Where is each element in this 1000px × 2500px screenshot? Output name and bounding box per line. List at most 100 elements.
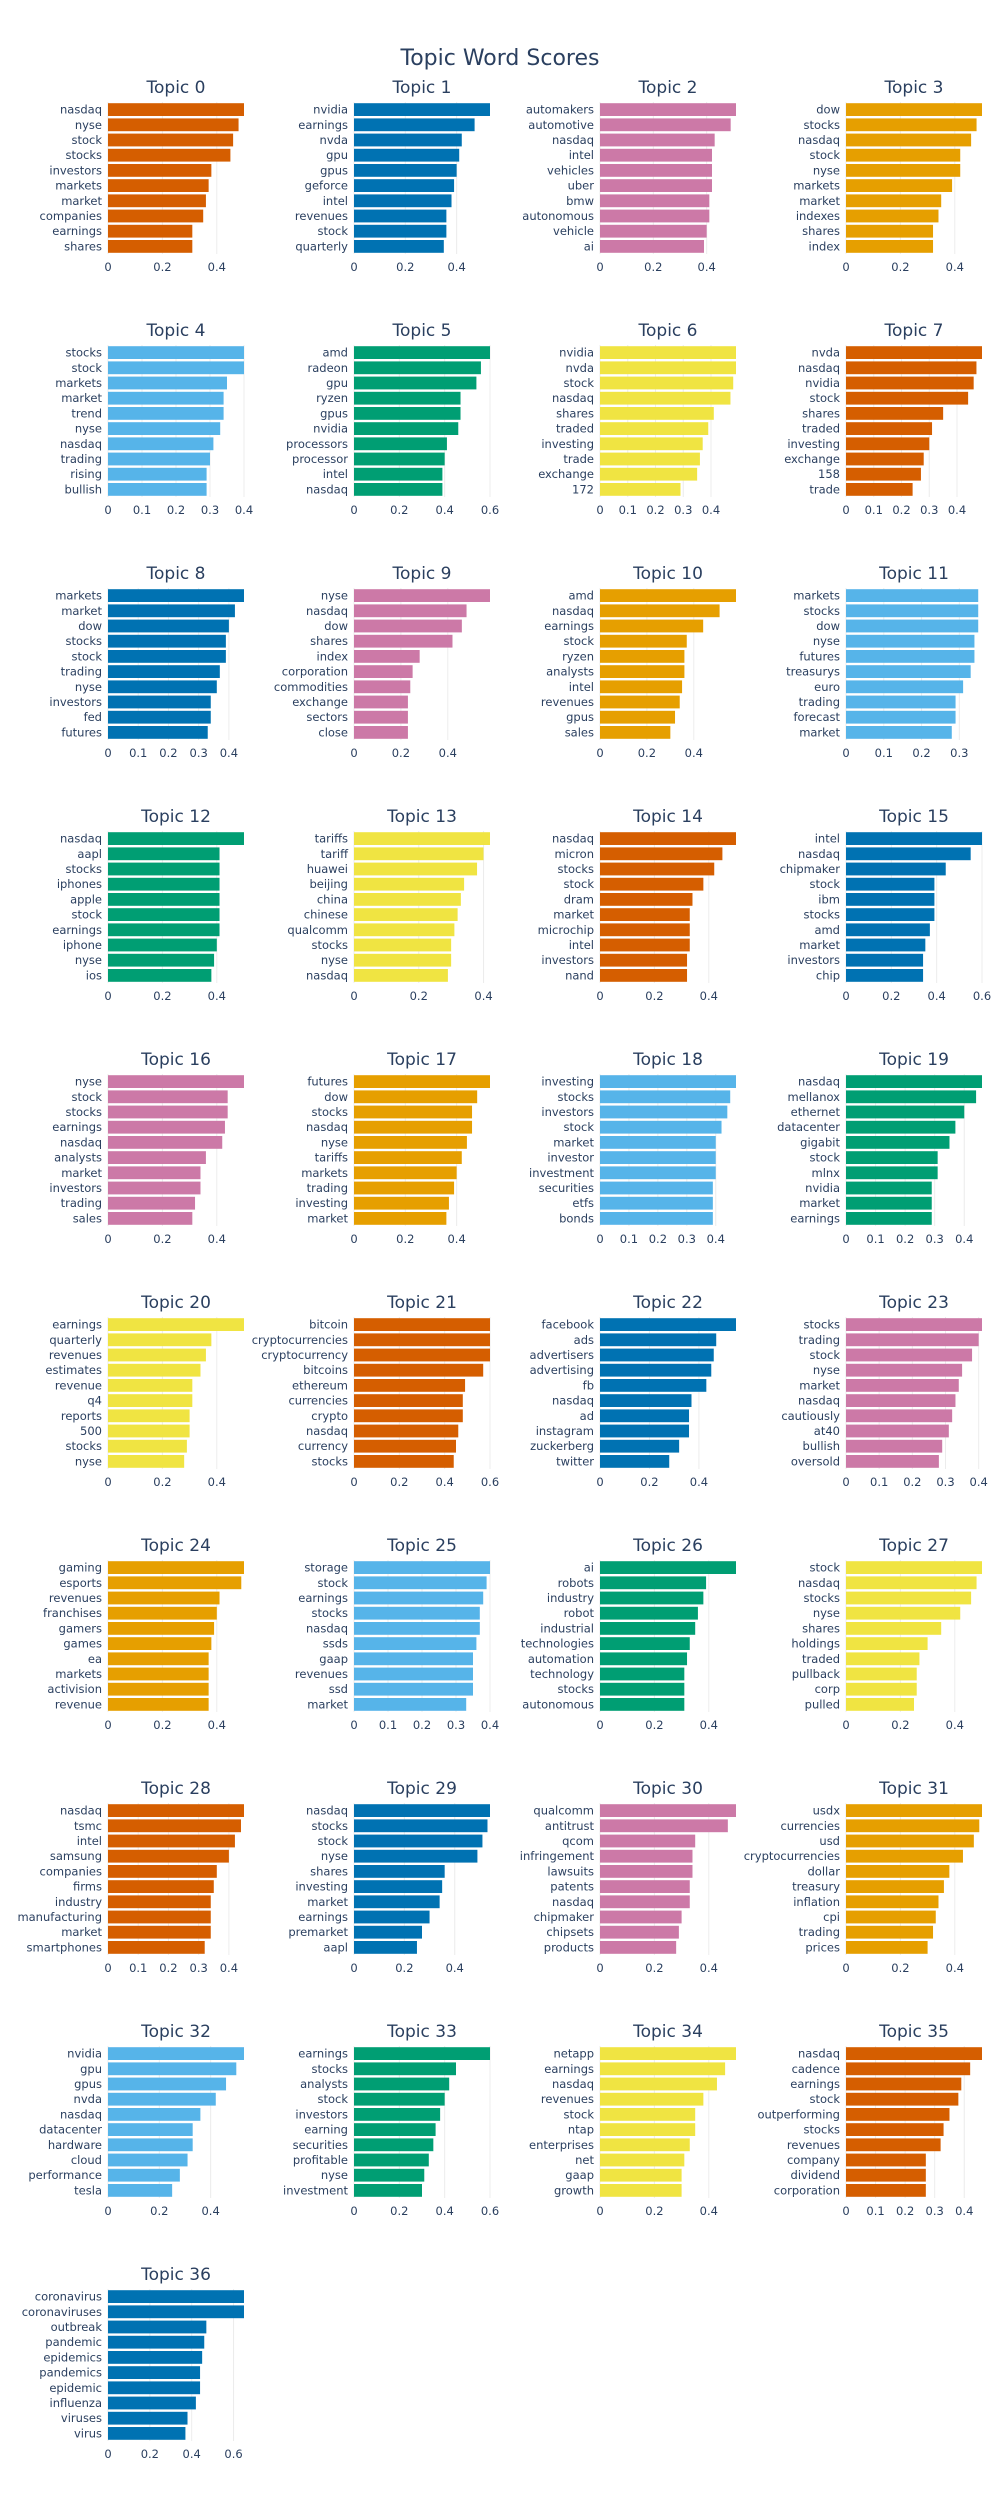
category-label: futures xyxy=(799,649,840,663)
x-tick-label: 0.4 xyxy=(446,1961,464,1975)
panel-title: Topic 19 xyxy=(878,1050,949,1070)
bar xyxy=(354,1439,456,1453)
bar xyxy=(846,2047,982,2060)
category-label: hardware xyxy=(48,2138,102,2152)
bar xyxy=(354,589,490,602)
bar xyxy=(108,1895,211,1909)
bar xyxy=(600,1120,722,1134)
category-label: gpus xyxy=(320,163,348,177)
category-label: market xyxy=(61,194,102,208)
bar xyxy=(354,2138,434,2152)
panel-title: Topic 1 xyxy=(392,78,452,98)
x-tick-label: 0.2 xyxy=(891,260,909,274)
category-label: technologies xyxy=(521,1637,594,1651)
bar xyxy=(108,2320,207,2334)
category-label: automotive xyxy=(528,118,594,132)
bar xyxy=(354,953,452,967)
category-label: nasdaq xyxy=(798,133,840,147)
category-label: investors xyxy=(541,953,594,967)
category-label: stock xyxy=(71,133,102,147)
category-label: ethereum xyxy=(292,1378,348,1392)
category-label: markets xyxy=(55,179,102,193)
bar xyxy=(354,1591,484,1605)
category-label: beijing xyxy=(309,877,348,891)
category-label: nyse xyxy=(321,1135,348,1149)
category-label: companies xyxy=(40,209,102,223)
bar xyxy=(108,2108,201,2121)
x-tick-label: 0.3 xyxy=(950,746,968,760)
bar xyxy=(600,1925,679,1939)
x-tick-label: 0.4 xyxy=(208,1718,226,1732)
category-label: stocks xyxy=(65,148,102,162)
category-label: bmw xyxy=(566,194,594,208)
x-tick-label: 0.3 xyxy=(926,2204,944,2218)
category-label: investing xyxy=(295,1196,348,1210)
category-label: sales xyxy=(565,725,594,739)
bar xyxy=(600,862,715,876)
category-label: nyse xyxy=(75,118,102,132)
x-tick-label: 0 xyxy=(350,260,357,274)
bar xyxy=(354,1834,483,1848)
category-label: growth xyxy=(554,2183,594,2197)
category-label: antitrust xyxy=(545,1819,595,1833)
x-tick-label: 0 xyxy=(104,1232,111,1246)
bar xyxy=(600,2184,682,2197)
bar xyxy=(600,1652,688,1666)
x-tick-label: 0.4 xyxy=(700,1961,718,1975)
category-label: stock xyxy=(563,376,594,390)
category-label: investors xyxy=(787,953,840,967)
bar xyxy=(846,1819,980,1833)
bar xyxy=(846,1151,938,1164)
bar xyxy=(108,437,214,451)
category-label: stocks xyxy=(803,604,840,618)
bar xyxy=(600,118,731,132)
bar xyxy=(846,1895,939,1909)
panel-title: Topic 6 xyxy=(638,321,698,341)
bar xyxy=(600,1394,692,1407)
x-tick-label: 0.2 xyxy=(638,746,656,760)
category-label: patents xyxy=(550,1880,594,1894)
category-label: nasdaq xyxy=(552,133,594,147)
x-tick-label: 0.6 xyxy=(973,989,991,1003)
x-tick-label: 0.4 xyxy=(436,503,454,517)
bar xyxy=(108,1348,206,1362)
bar xyxy=(354,1090,478,1104)
x-tick-label: 0 xyxy=(842,1232,849,1246)
x-tick-label: 0.4 xyxy=(447,1232,465,1246)
bar xyxy=(354,1819,488,1833)
bar xyxy=(600,1606,698,1620)
bar xyxy=(354,969,448,982)
category-label: stocks xyxy=(311,1105,348,1119)
bar xyxy=(846,1090,977,1104)
bar xyxy=(354,240,444,253)
bar xyxy=(354,1120,473,1134)
category-label: industrial xyxy=(540,1621,594,1635)
bar xyxy=(846,665,971,678)
bar xyxy=(846,1667,917,1681)
category-label: market xyxy=(307,1211,348,1225)
panel-title: Topic 22 xyxy=(632,1293,703,1313)
x-tick-label: 0.1 xyxy=(379,1718,397,1732)
bar xyxy=(846,1394,956,1407)
bar xyxy=(108,1880,214,1893)
category-label: shares xyxy=(310,634,348,648)
bar xyxy=(354,1667,473,1681)
topic-panel: Topic 14 0 0.2 0.4 nasdaqmicronstocksstockdr… xyxy=(538,807,736,1003)
x-tick-label: 0 xyxy=(104,1718,111,1732)
bar xyxy=(600,346,736,359)
category-label: stocks xyxy=(557,1090,594,1104)
x-tick-label: 0.4 xyxy=(436,1475,454,1489)
bar xyxy=(846,695,956,709)
bar xyxy=(108,194,206,208)
category-label: stocks xyxy=(803,118,840,132)
x-tick-label: 0.2 xyxy=(153,1232,171,1246)
x-tick-label: 0.4 xyxy=(201,2204,219,2218)
category-label: shares xyxy=(802,1621,840,1635)
category-label: premarket xyxy=(288,1925,348,1939)
bar xyxy=(600,589,736,602)
bar xyxy=(846,437,930,451)
bar xyxy=(846,346,982,359)
topic-panel: Topic 6 0 0.1 0.2 0.3 0.4 nvidianvdastocknasda… xyxy=(538,321,736,517)
category-label: market xyxy=(553,908,594,922)
category-label: 500 xyxy=(80,1424,102,1438)
